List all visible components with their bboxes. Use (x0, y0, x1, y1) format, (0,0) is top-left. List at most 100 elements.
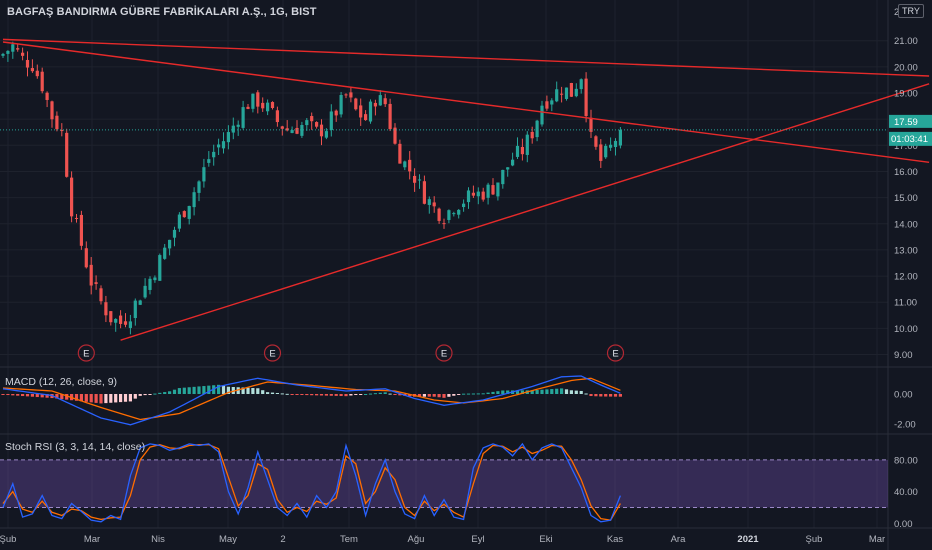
earnings-marker[interactable]: E (435, 344, 453, 362)
candle-body (476, 191, 480, 197)
macd-histogram-bar (329, 394, 333, 396)
macd-histogram-bar (339, 394, 343, 397)
candle-body (231, 125, 235, 133)
candle-body (123, 321, 128, 325)
macd-histogram-bar (143, 394, 147, 396)
trendline[interactable] (120, 83, 930, 341)
macd-histogram-bar (569, 390, 573, 394)
candle-body (344, 94, 348, 96)
time-tick-label: 2021 (737, 534, 759, 545)
candle-body (515, 145, 520, 157)
candle-body (74, 217, 79, 219)
candle-body (452, 213, 456, 215)
candle-body (109, 311, 113, 323)
currency-badge[interactable]: TRY (898, 4, 924, 18)
macd-histogram-bar (109, 394, 113, 403)
candle-body (501, 169, 505, 185)
macd-histogram-bar (599, 394, 603, 397)
candle-body (393, 127, 397, 144)
candle-body (65, 132, 69, 177)
macd-histogram-bar (261, 390, 265, 394)
macd-histogram-bar (177, 388, 181, 394)
candle-body (94, 282, 98, 284)
macd-histogram-bar (491, 391, 495, 394)
candle-body (618, 129, 622, 146)
candle-body (442, 223, 446, 225)
candle-body (560, 93, 564, 95)
candle-body (1, 53, 5, 56)
macd-histogram-bar (476, 393, 480, 395)
price-tick-label: 17.00 (894, 141, 918, 152)
macd-histogram-bar (564, 389, 569, 394)
earnings-marker[interactable]: E (263, 344, 282, 362)
macd-histogram-bar (520, 390, 524, 394)
macd-histogram-bar (251, 388, 255, 394)
time-tick-label: May (219, 534, 237, 545)
price-tick-label: 15.00 (894, 193, 918, 204)
candle-body (398, 143, 402, 164)
macd-histogram-bar (604, 394, 608, 397)
time-tick-label: Kas (607, 534, 624, 545)
candle-body (437, 208, 441, 221)
macd-histogram-bar (280, 393, 284, 395)
candle-body (579, 79, 583, 90)
price-tick-label: 11.00 (894, 298, 917, 309)
candle-body (251, 93, 255, 109)
time-axis[interactable]: Şub Mar Nis May 2 Tem Ağu Eyl Eki Kas Ara 2021 Şub Ma… (0, 534, 885, 545)
candle-body (182, 211, 186, 218)
macd-histogram-bar (74, 394, 79, 401)
candle-body (79, 214, 83, 246)
macd-histogram-bar (226, 386, 230, 394)
macd-histogram-bar (172, 389, 177, 394)
candle-body (172, 229, 177, 238)
candle-body (589, 117, 593, 132)
candle-body (40, 71, 44, 92)
macd-histogram-bar (1, 394, 5, 395)
candle-body (16, 48, 20, 50)
candle-body (70, 177, 74, 217)
candle-body (99, 288, 103, 302)
candle-body (491, 185, 495, 195)
candle-body (295, 127, 299, 134)
candle-body (143, 285, 147, 298)
candle-body (368, 101, 373, 122)
candle-body (192, 192, 196, 208)
trendline[interactable] (2, 38, 930, 77)
price-tick-label: 9.00 (894, 350, 913, 361)
price-tick-label: 20.00 (894, 62, 918, 73)
stoch-tick-label: 0.00 (894, 519, 913, 530)
candle-body (21, 52, 25, 56)
candle-body (45, 92, 49, 100)
candle-body (462, 203, 466, 208)
earnings-marker[interactable]: E (77, 344, 95, 362)
candle-body (236, 124, 240, 127)
countdown-badge (889, 131, 932, 146)
macd-histogram-bar (349, 394, 353, 396)
macd-histogram-bar (202, 386, 206, 394)
time-tick-label: Mar (869, 534, 885, 545)
macd-histogram-bar (266, 392, 270, 394)
candle-body (466, 190, 471, 203)
candle-body (604, 145, 608, 158)
earnings-marker[interactable]: E (606, 344, 625, 362)
trendline[interactable] (2, 41, 930, 164)
stoch-k-line (2, 442, 622, 523)
macd-histogram-bar (515, 390, 520, 394)
stoch-rsi-label[interactable]: Stoch RSI (3, 3, 14, 14, close) (5, 441, 146, 453)
macd-histogram-bar (217, 384, 221, 394)
macd-histogram-bar (221, 385, 226, 394)
candle-body (349, 92, 353, 98)
macd-tick-label: -2.00 (894, 420, 916, 431)
macd-histogram-bar (153, 393, 157, 395)
macd-label[interactable]: MACD (12, 26, close, 9) (5, 376, 118, 388)
candle-body (599, 144, 603, 161)
earnings-marker-circle (263, 344, 282, 362)
macd-histogram-bar (466, 393, 471, 395)
macd-histogram-bar (481, 393, 485, 395)
candle-body (486, 184, 490, 198)
price-tick-label: 13.00 (894, 245, 918, 256)
macd-histogram-bar (334, 394, 338, 396)
earnings-marker-label: E (83, 349, 89, 360)
